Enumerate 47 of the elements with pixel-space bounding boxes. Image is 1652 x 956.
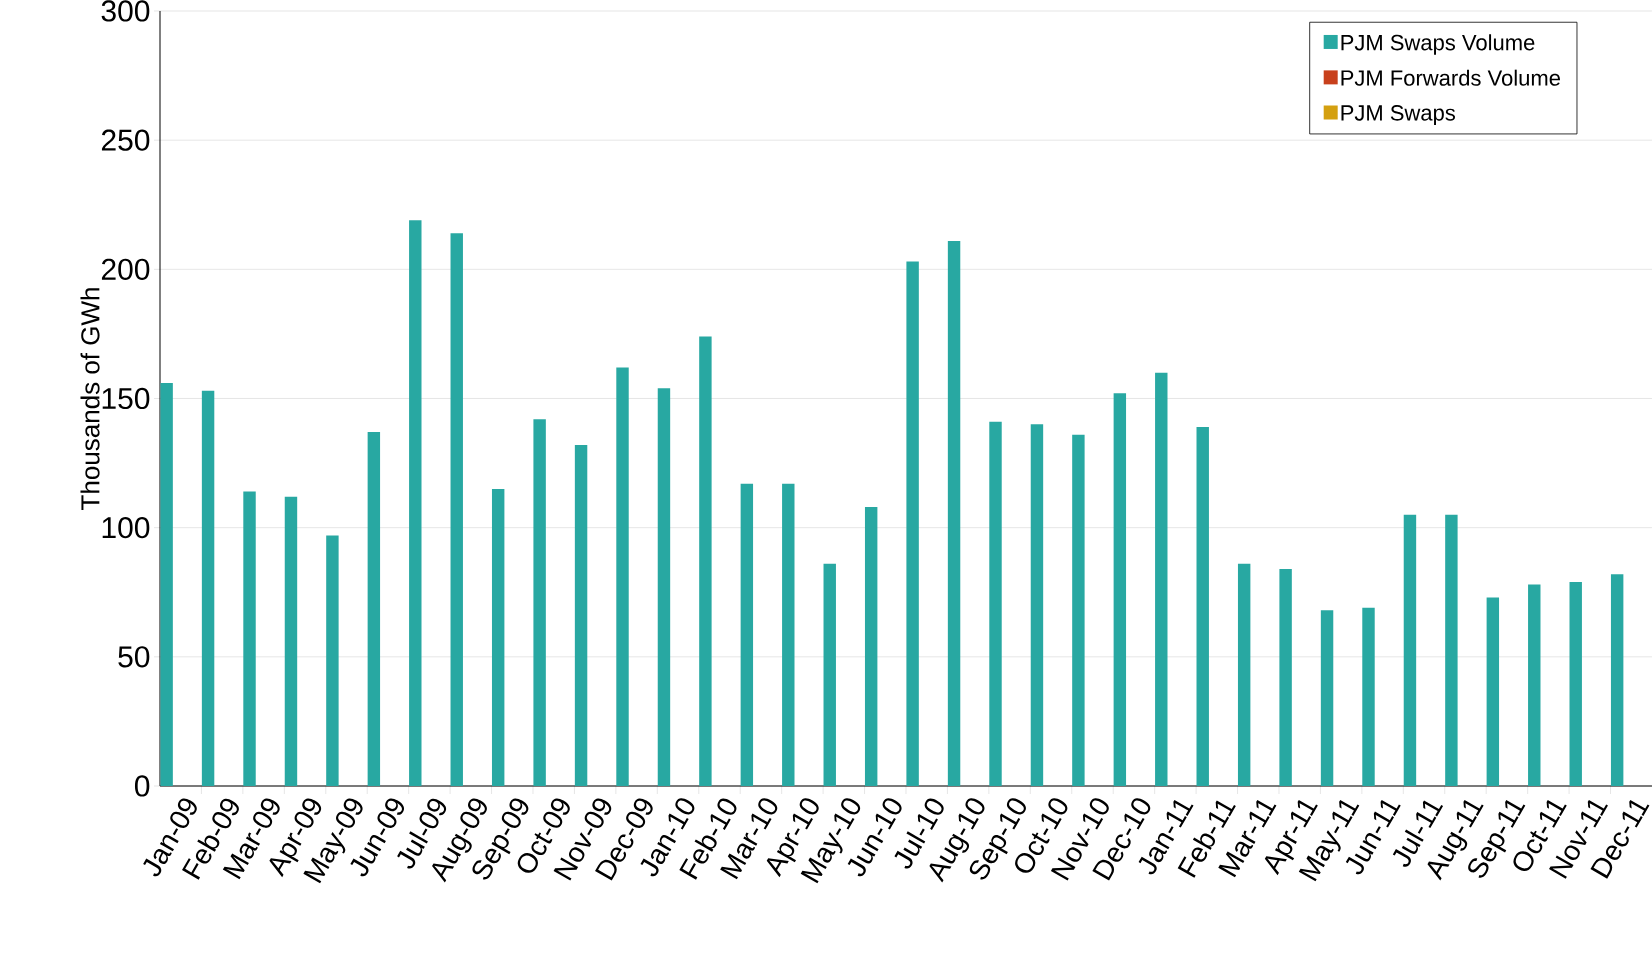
bar <box>740 483 754 786</box>
bar <box>367 432 381 786</box>
bar <box>782 483 795 786</box>
legend-label: PJM Swaps <box>1341 105 1455 125</box>
bar <box>1362 607 1375 786</box>
bar <box>491 488 505 786</box>
y-tick-label: 150 <box>102 387 150 410</box>
y-axis-title: Thousands of GWh <box>80 288 100 510</box>
bar <box>823 563 836 786</box>
bar <box>284 496 298 786</box>
bar <box>1528 584 1541 786</box>
bar <box>1569 581 1582 786</box>
legend-label: PJM Forwards Volume <box>1341 69 1560 86</box>
bar <box>574 445 588 786</box>
bar <box>326 535 339 786</box>
bar <box>864 507 878 786</box>
bar <box>1486 597 1500 786</box>
bar <box>1403 514 1417 786</box>
bar <box>947 240 961 786</box>
bar <box>1445 514 1458 786</box>
bar <box>1113 393 1127 786</box>
bar <box>699 336 712 786</box>
bar <box>1072 434 1085 786</box>
bar <box>409 220 422 786</box>
bar <box>1610 574 1624 786</box>
y-tick-label: 0 <box>134 775 150 797</box>
bar <box>1237 563 1251 786</box>
bar <box>1279 569 1292 786</box>
bar <box>906 261 919 786</box>
bar <box>657 388 671 786</box>
y-tick-label: 250 <box>101 129 150 151</box>
bar <box>201 390 215 786</box>
bar <box>989 421 1002 786</box>
bar <box>160 383 173 786</box>
y-tick-label: 100 <box>102 517 150 539</box>
bar <box>1030 424 1044 786</box>
bar <box>243 491 256 786</box>
bar <box>616 367 629 786</box>
y-tick-label: 50 <box>118 646 150 668</box>
bar <box>450 233 463 786</box>
y-tick-label: 300 <box>101 0 150 22</box>
y-tick-label: 200 <box>101 258 150 280</box>
legend-label: PJM Swaps Volume <box>1341 34 1535 55</box>
bar <box>1196 426 1209 786</box>
bar <box>533 419 546 786</box>
bar <box>1155 372 1168 786</box>
bar <box>1320 610 1334 786</box>
